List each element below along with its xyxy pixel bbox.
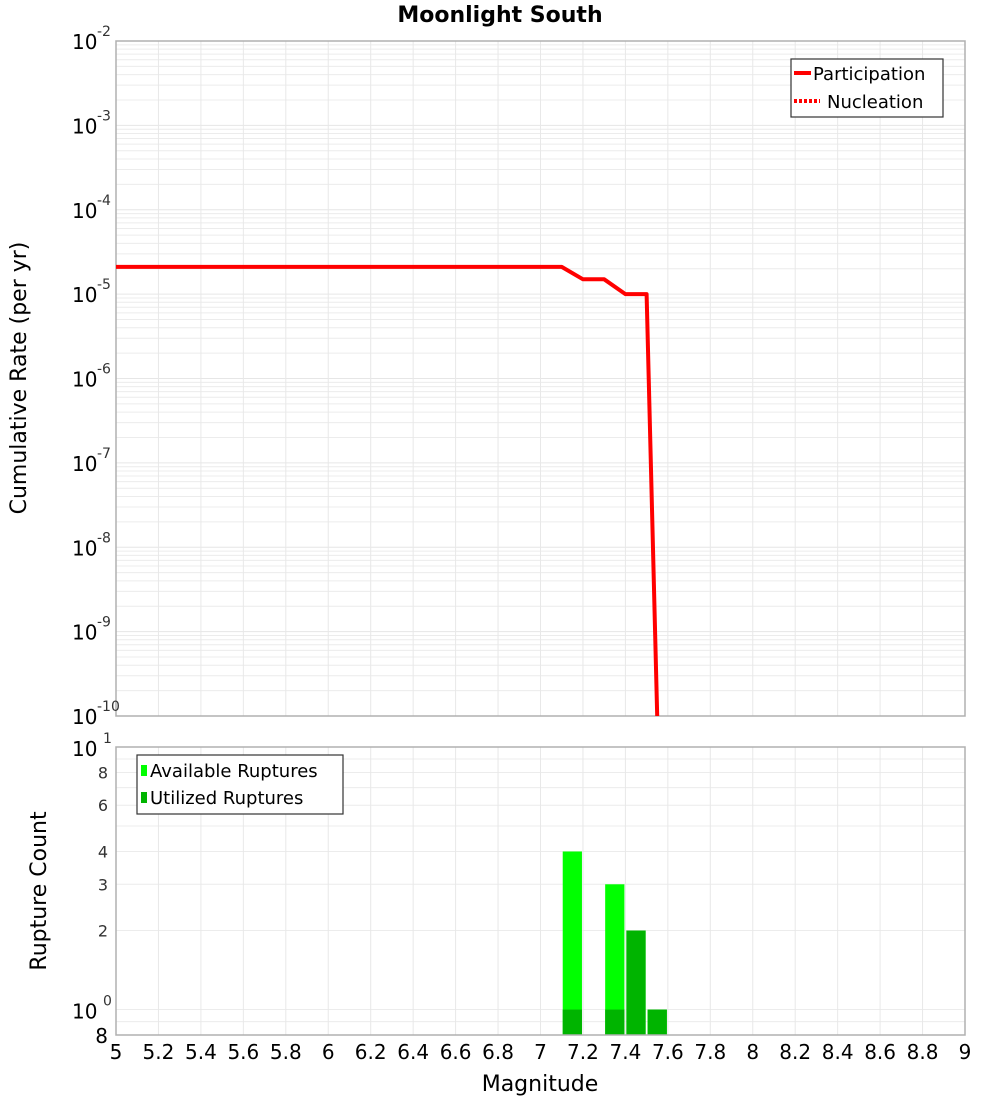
- svg-text:7.6: 7.6: [652, 1040, 684, 1064]
- chart-canvas: Moonlight South 10-210-310-410-510-610-7…: [0, 0, 1000, 1100]
- bar: [626, 931, 645, 1035]
- svg-text:4: 4: [98, 842, 108, 861]
- svg-text:7.8: 7.8: [694, 1040, 726, 1064]
- svg-text:-2: -2: [97, 24, 111, 40]
- svg-text:-4: -4: [97, 193, 111, 209]
- svg-text:8: 8: [746, 1040, 759, 1064]
- svg-text:5.2: 5.2: [143, 1040, 175, 1064]
- svg-text:5.8: 5.8: [270, 1040, 302, 1064]
- svg-text:1: 1: [103, 731, 112, 747]
- utilized-legend-swatch: [141, 792, 147, 803]
- svg-text:8.8: 8.8: [907, 1040, 939, 1064]
- svg-text:-5: -5: [97, 277, 111, 293]
- svg-text:5.6: 5.6: [227, 1040, 259, 1064]
- bar: [648, 1010, 667, 1035]
- svg-text:6: 6: [322, 1040, 335, 1064]
- x-axis-label: Magnitude: [482, 1072, 599, 1097]
- bottom-y-axis-ticks: 10 1 8 6 4 3 2 10 0 8: [72, 731, 112, 1048]
- utilized-legend-label: Utilized Ruptures: [150, 788, 303, 809]
- svg-text:10: 10: [72, 199, 97, 223]
- svg-text:10: 10: [72, 705, 97, 729]
- svg-text:10: 10: [72, 452, 97, 476]
- bottom-legend: Available Ruptures Utilized Ruptures: [137, 755, 343, 814]
- svg-text:10: 10: [72, 621, 97, 645]
- participation-legend-label: Participation: [813, 64, 925, 85]
- svg-text:7: 7: [534, 1040, 547, 1064]
- bar: [563, 851, 582, 1035]
- svg-text:10: 10: [72, 368, 97, 392]
- svg-text:2: 2: [98, 922, 108, 941]
- svg-text:10: 10: [72, 1000, 97, 1024]
- svg-text:0: 0: [103, 994, 112, 1010]
- svg-text:10: 10: [72, 536, 97, 560]
- bar: [605, 1010, 624, 1035]
- svg-text:6.8: 6.8: [482, 1040, 514, 1064]
- svg-text:8.2: 8.2: [779, 1040, 811, 1064]
- top-legend: Participation Nucleation: [791, 59, 943, 117]
- svg-text:6.6: 6.6: [440, 1040, 472, 1064]
- svg-text:8.4: 8.4: [822, 1040, 854, 1064]
- svg-text:6.4: 6.4: [397, 1040, 429, 1064]
- svg-text:-3: -3: [97, 108, 111, 124]
- bottom-plot-bars: [563, 851, 667, 1035]
- top-plot-grid: [116, 41, 965, 716]
- svg-text:8.6: 8.6: [864, 1040, 896, 1064]
- svg-text:10: 10: [72, 283, 97, 307]
- svg-text:7.2: 7.2: [567, 1040, 599, 1064]
- top-plot-lines: [116, 267, 657, 716]
- bottom-y-axis-label: Rupture Count: [27, 811, 52, 971]
- svg-text:-7: -7: [97, 446, 111, 462]
- svg-text:-10: -10: [97, 699, 120, 715]
- svg-text:6.2: 6.2: [355, 1040, 387, 1064]
- nucleation-legend-label: Nucleation: [827, 92, 923, 113]
- x-axis-ticks: 5 5.2 5.4 5.6 5.8 6 6.2 6.4 6.6 6.8 7 7.2 7.4 7.6 7.8 8…: [110, 1040, 972, 1064]
- available-legend-label: Available Ruptures: [150, 761, 318, 782]
- svg-text:8: 8: [98, 763, 108, 782]
- svg-text:3: 3: [98, 875, 108, 894]
- svg-text:8: 8: [95, 1024, 108, 1048]
- available-legend-swatch: [141, 765, 147, 776]
- svg-text:5: 5: [110, 1040, 123, 1064]
- chart-title: Moonlight South: [397, 3, 602, 28]
- svg-text:-9: -9: [97, 615, 111, 631]
- svg-text:6: 6: [98, 796, 108, 815]
- svg-text:5.4: 5.4: [185, 1040, 217, 1064]
- svg-text:7.4: 7.4: [609, 1040, 641, 1064]
- svg-text:-6: -6: [97, 362, 111, 378]
- svg-text:9: 9: [959, 1040, 972, 1064]
- top-y-axis-ticks: 10-210-310-410-510-610-710-810-910-10: [72, 24, 120, 729]
- svg-text:10: 10: [72, 114, 97, 138]
- svg-text:-8: -8: [97, 530, 111, 546]
- svg-text:10: 10: [72, 30, 97, 54]
- bar: [563, 1010, 582, 1035]
- top-y-axis-label: Cumulative Rate (per yr): [7, 242, 32, 515]
- svg-text:10: 10: [72, 737, 97, 761]
